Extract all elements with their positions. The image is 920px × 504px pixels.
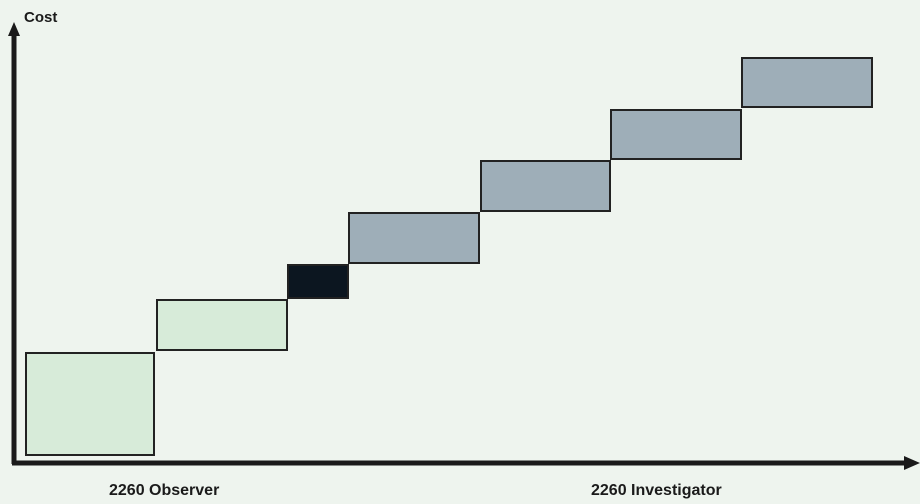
step-5-box [480,160,611,212]
x-axis-arrowhead [904,456,920,470]
step-4-box [348,212,480,264]
x-axis-right-label: 2260 Investigator [591,482,722,499]
step-6-box [610,109,742,160]
step-1-box [25,352,155,456]
y-axis-arrowhead [8,22,20,36]
step-3-box [287,264,349,299]
step-7-box [741,57,873,108]
step-2-box [156,299,288,351]
x-axis-left-label: 2260 Observer [109,482,220,499]
y-axis-label: Cost [24,9,58,26]
